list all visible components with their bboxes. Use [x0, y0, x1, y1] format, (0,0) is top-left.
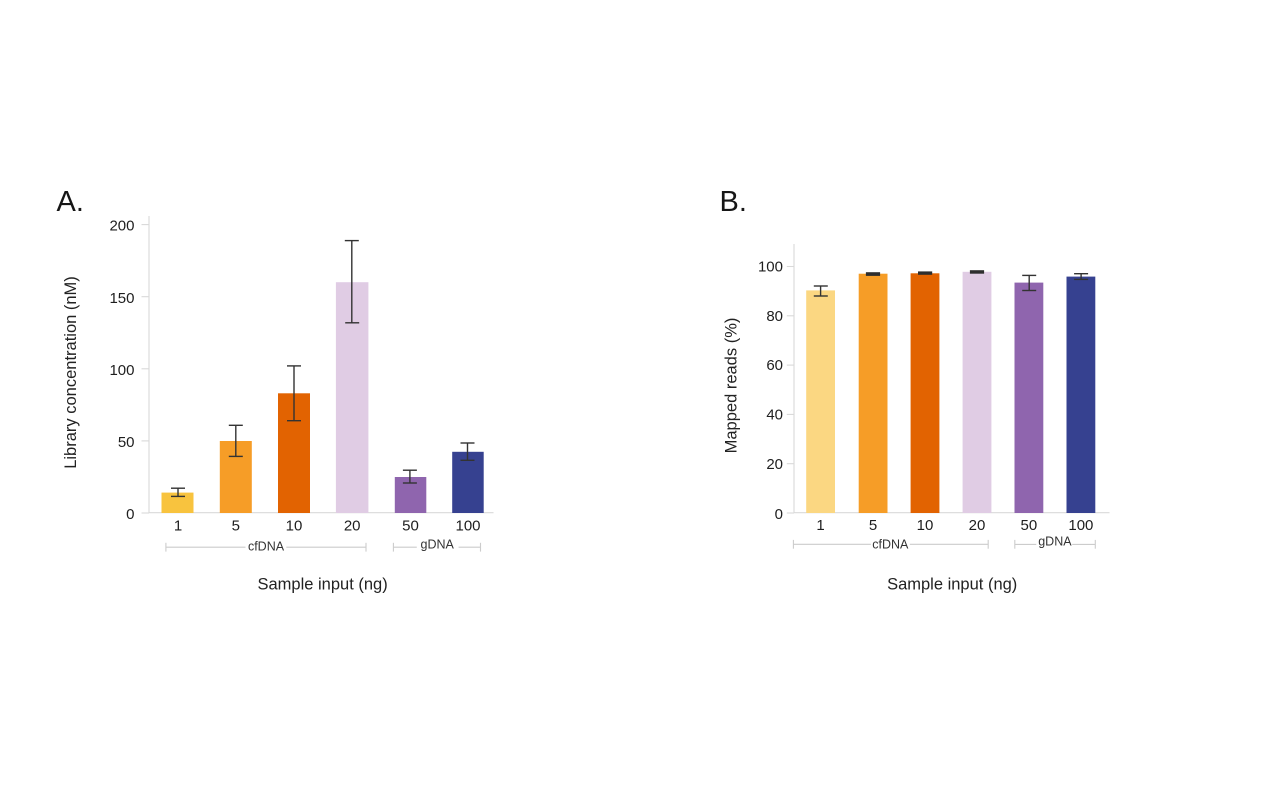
svg-text:A.: A.: [57, 186, 84, 218]
svg-text:B.: B.: [720, 186, 747, 218]
svg-text:5: 5: [869, 517, 877, 534]
svg-text:10: 10: [917, 517, 934, 534]
svg-text:50: 50: [402, 518, 419, 535]
svg-text:cfDNA: cfDNA: [248, 540, 285, 554]
svg-text:10: 10: [286, 518, 303, 535]
svg-text:1: 1: [174, 518, 182, 535]
svg-text:1: 1: [816, 517, 824, 534]
svg-text:100: 100: [455, 518, 480, 535]
svg-text:40: 40: [766, 407, 783, 424]
svg-text:50: 50: [1021, 517, 1038, 534]
svg-text:50: 50: [118, 434, 135, 451]
svg-text:gDNA: gDNA: [1038, 535, 1072, 549]
svg-text:Sample input (ng): Sample input (ng): [887, 576, 1017, 594]
svg-text:5: 5: [232, 518, 240, 535]
svg-text:Sample input (ng): Sample input (ng): [257, 576, 387, 594]
svg-text:20: 20: [766, 456, 783, 473]
svg-text:Library concentration (nM): Library concentration (nM): [62, 276, 80, 469]
svg-text:Mapped reads (%): Mapped reads (%): [723, 318, 741, 454]
svg-text:100: 100: [758, 259, 783, 276]
svg-text:cfDNA: cfDNA: [872, 537, 909, 551]
svg-text:gDNA: gDNA: [421, 538, 455, 552]
svg-text:0: 0: [775, 506, 783, 523]
svg-text:150: 150: [109, 290, 134, 307]
svg-text:60: 60: [766, 357, 783, 374]
svg-text:20: 20: [344, 518, 361, 535]
svg-text:100: 100: [1068, 517, 1093, 534]
svg-text:80: 80: [766, 308, 783, 325]
svg-text:100: 100: [109, 362, 134, 379]
svg-text:200: 200: [109, 218, 134, 235]
svg-text:20: 20: [969, 517, 986, 534]
svg-text:0: 0: [126, 506, 134, 523]
